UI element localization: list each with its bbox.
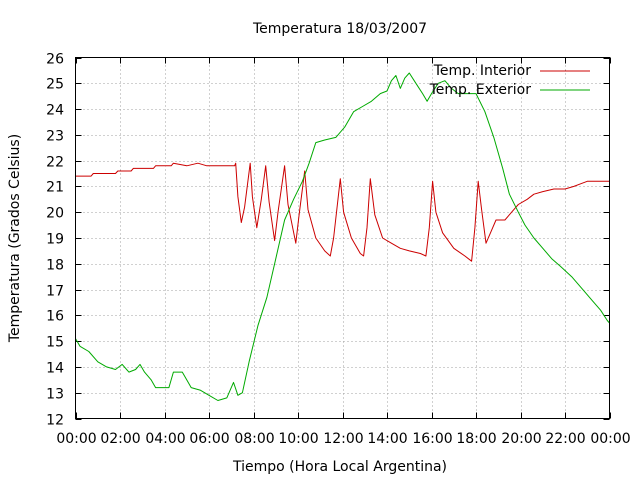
x-tick-label: 02:00	[100, 431, 140, 447]
x-axis-label: Tiempo (Hora Local Argentina)	[232, 459, 447, 475]
x-tick-label: 22:00	[545, 431, 585, 447]
y-tick-label: 13	[46, 387, 64, 403]
series-lines	[75, 72, 610, 401]
y-tick-label: 20	[46, 206, 64, 222]
y-tick-label: 12	[46, 413, 64, 429]
x-tick-label: 20:00	[501, 431, 541, 447]
legend-label-interior: Temp. Interior	[433, 63, 532, 79]
x-tick-label: 04:00	[145, 431, 185, 447]
legend-label-exterior: Temp. Exterior	[429, 82, 532, 98]
x-tick-label: 18:00	[456, 431, 496, 447]
plot-frame	[75, 57, 610, 419]
grid-lines	[75, 57, 610, 419]
y-tick-label: 16	[46, 309, 64, 325]
y-tick-label: 26	[46, 52, 64, 68]
y-tick-label: 19	[46, 232, 64, 248]
chart-title: Temperatura 18/03/2007	[252, 21, 427, 37]
x-tick-label: 00:00	[590, 431, 630, 447]
y-tick-label: 22	[46, 155, 64, 171]
x-tick-label: 06:00	[189, 431, 229, 447]
series-line-exterior	[75, 72, 610, 401]
y-tick-label: 17	[46, 284, 64, 300]
y-tick-label: 25	[46, 77, 64, 93]
x-tick-label: 08:00	[234, 431, 274, 447]
y-tick-label: 15	[46, 335, 64, 351]
x-tick-label: 10:00	[278, 431, 318, 447]
x-tick-label: 00:00	[56, 431, 96, 447]
y-tick-label: 21	[46, 180, 64, 196]
series-line-interior	[75, 162, 610, 262]
x-tick-label: 16:00	[412, 431, 452, 447]
y-tick-label: 18	[46, 258, 64, 274]
y-axis-label: Temperatura (Grados Celsius)	[7, 134, 23, 343]
legend: Temp. Interior Temp. Exterior	[429, 63, 590, 98]
y-tick-label: 14	[46, 361, 64, 377]
y-tick-label: 24	[46, 103, 64, 119]
x-tick-label: 12:00	[323, 431, 363, 447]
x-tick-label: 14:00	[367, 431, 407, 447]
y-tick-label: 23	[46, 129, 64, 145]
